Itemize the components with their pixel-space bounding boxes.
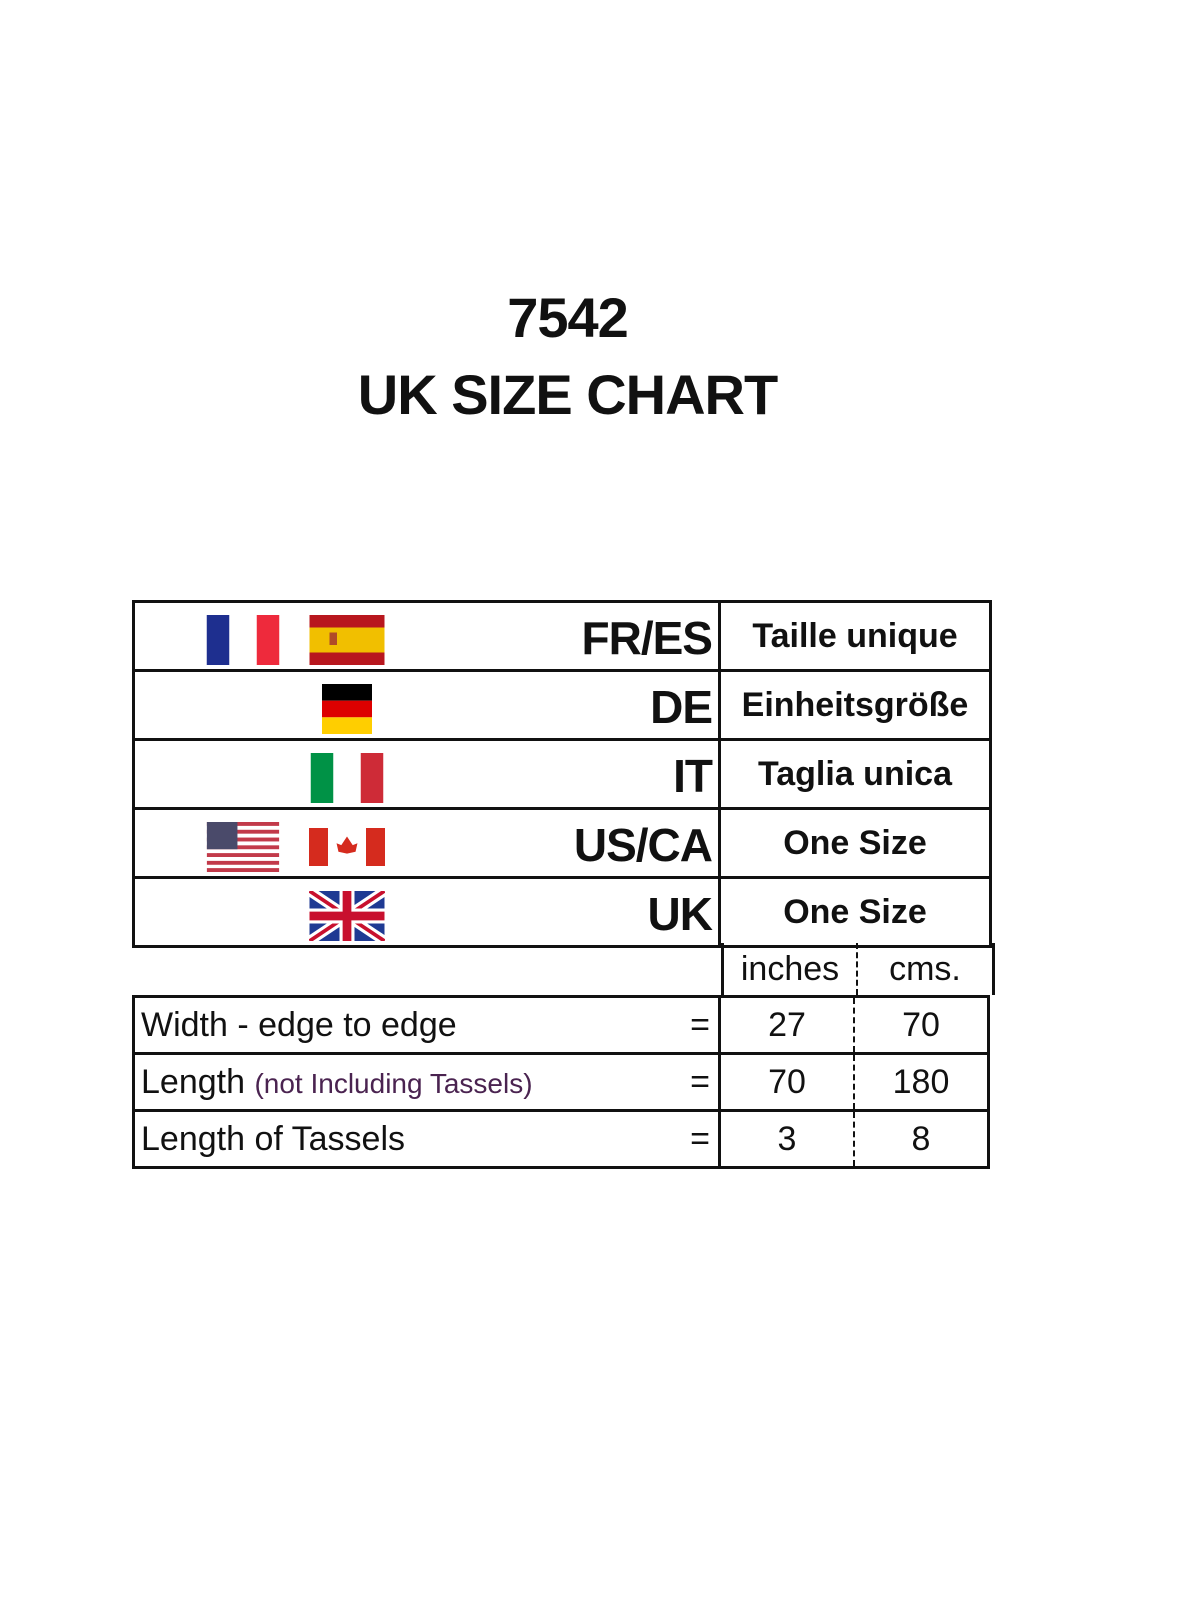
region-code: FR/ES (581, 612, 713, 664)
size-row-fr-es: FR/ES Taille unique (132, 600, 992, 672)
size-value: Taglia unica (718, 738, 992, 810)
product-code: 7542 (507, 286, 629, 349)
size-row-it: IT Taglia unica (132, 738, 992, 810)
units-row: inches cms. (132, 943, 995, 995)
equals-sign: = (690, 1063, 710, 1101)
value-inches: 27 (718, 995, 855, 1055)
size-row-uk: UK One Size (132, 876, 992, 948)
equals-sign: = (690, 1120, 710, 1158)
size-value: One Size (718, 876, 992, 948)
region-code: US/CA (573, 819, 713, 871)
measurement-row: Length (not Including Tassels) = 70 180 (132, 1052, 990, 1112)
size-value: Taille unique (718, 600, 992, 672)
value-inches: 3 (718, 1109, 855, 1169)
usa-flag-icon (206, 822, 280, 872)
region-code: UK (647, 888, 713, 940)
size-value: Einheitsgröße (718, 669, 992, 741)
measurement-label: Length (141, 1062, 245, 1101)
measurement-label: Width - edge to edge (141, 1005, 457, 1044)
value-cms: 180 (854, 1052, 990, 1112)
france-flag-icon (206, 615, 280, 665)
germany-flag-icon (322, 684, 372, 734)
size-row-us-ca: US/CA One Size (132, 807, 992, 879)
measurements-table: inches cms. (132, 943, 995, 995)
unit-cms: cms. (889, 949, 961, 988)
region-code: IT (673, 750, 713, 802)
uk-flag-icon (309, 891, 385, 941)
size-chart-table: FR/ES Taille unique DE Einheitsgröße IT … (132, 600, 992, 948)
measurement-note: (not Including Tassels) (254, 1067, 533, 1099)
measurement-row: Length of Tassels = 3 8 (132, 1109, 990, 1169)
unit-inches: inches (724, 943, 858, 995)
value-cms: 8 (854, 1109, 990, 1169)
measurement-row: Width - edge to edge = 27 70 (132, 995, 990, 1055)
value-inches: 70 (718, 1052, 855, 1112)
measurements-values: Width - edge to edge = 27 70 Length (not … (132, 995, 990, 1169)
equals-sign: = (690, 1006, 710, 1044)
size-row-de: DE Einheitsgröße (132, 669, 992, 741)
canada-flag-icon (309, 828, 385, 866)
chart-title: UK SIZE CHART (357, 363, 778, 426)
value-cms: 70 (854, 995, 990, 1055)
region-code: DE (650, 681, 713, 733)
spain-flag-icon (309, 615, 385, 665)
italy-flag-icon (310, 753, 384, 803)
size-value: One Size (718, 807, 992, 879)
measurement-label: Length of Tassels (141, 1119, 405, 1158)
